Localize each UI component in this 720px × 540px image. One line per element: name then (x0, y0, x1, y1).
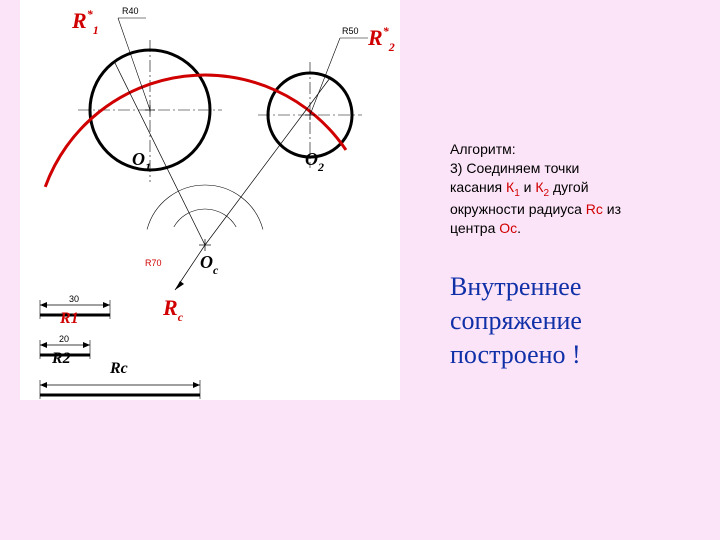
svg-text:30: 30 (69, 294, 79, 304)
rc-text: Rc (586, 201, 603, 217)
conclusion-l3: построено ! (450, 338, 700, 372)
conclusion-text: Внутреннее сопряжение построено ! (450, 270, 700, 371)
algo-dot: . (517, 220, 521, 236)
algo-line1: Алгоритм: (450, 140, 700, 159)
diagram-svg: R70R40R50R*1R*2O1O2OcRc30R120R270Rc (20, 0, 400, 400)
algo-line4: окружности радиуса Rc из (450, 200, 700, 219)
svg-text:R*2: R*2 (367, 24, 395, 54)
svg-text:Oc: Oc (200, 252, 219, 277)
svg-text:O2: O2 (305, 149, 324, 174)
algo-l4b: из (603, 201, 621, 217)
algo-line2: 3) Соединяем точки (450, 159, 700, 178)
algo-l5a: центра (450, 220, 499, 236)
svg-text:R*1: R*1 (71, 7, 99, 37)
svg-text:20: 20 (59, 334, 69, 344)
algo-mid: и (520, 179, 536, 195)
svg-text:Rc: Rc (162, 295, 184, 324)
svg-text:R50: R50 (342, 26, 359, 36)
algo-l3b: дугой (549, 179, 588, 195)
svg-text:Rc: Rc (109, 360, 128, 377)
k2: К2 (535, 179, 549, 195)
svg-text:R1: R1 (59, 310, 79, 327)
k1: К1 (506, 179, 520, 195)
algo-l4a: окружности радиуса (450, 201, 586, 217)
conclusion-l2: сопряжение (450, 304, 700, 338)
algo-line5: центра Ос. (450, 219, 700, 238)
diagram-area: R70R40R50R*1R*2O1O2OcRc30R120R270Rc (20, 0, 400, 400)
svg-text:R2: R2 (51, 350, 71, 367)
algorithm-text: Алгоритм: 3) Соединяем точки касания К1 … (450, 140, 700, 238)
algo-l3a: касания (450, 179, 506, 195)
oc-text: Ос (499, 220, 517, 236)
conclusion-l1: Внутреннее (450, 270, 700, 304)
svg-text:R70: R70 (145, 258, 162, 268)
svg-text:R40: R40 (122, 6, 139, 16)
algo-line3: касания К1 и К2 дугой (450, 178, 700, 200)
